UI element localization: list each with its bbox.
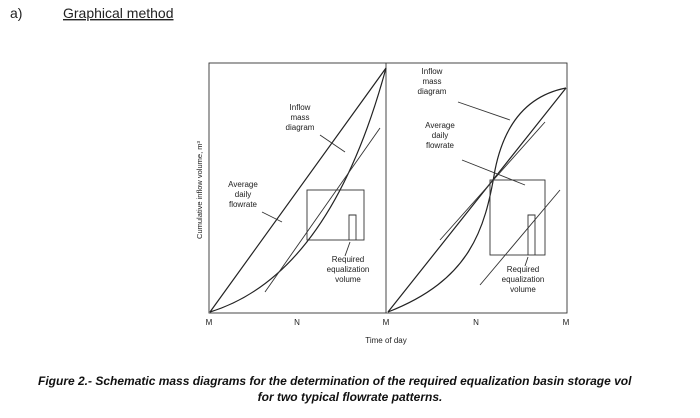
- x-tick-label: N: [294, 318, 300, 327]
- equalization-box: [489, 179, 546, 256]
- average-line: [209, 67, 387, 313]
- x-axis-label: Time of day: [365, 336, 407, 345]
- x-tick-label: M: [383, 318, 390, 327]
- tangent-line: [264, 127, 381, 293]
- annotation-line: Inflow: [422, 67, 443, 76]
- leader: [524, 256, 529, 267]
- average-line: [387, 87, 567, 313]
- leader: [344, 241, 351, 257]
- annotation-line: diagram: [286, 123, 315, 132]
- inflow-curve: [209, 67, 387, 313]
- heading-title: Graphical method: [63, 5, 174, 21]
- leader: [261, 211, 283, 223]
- caption-line: Figure 2.- Schematic mass diagrams for t…: [38, 374, 632, 388]
- volume-bracket: [348, 214, 357, 240]
- x-tick-label: N: [473, 318, 479, 327]
- annotation-line: Required: [507, 265, 539, 274]
- leader: [461, 159, 526, 186]
- x-tick-label: M: [206, 318, 213, 327]
- tangent-line: [479, 189, 561, 286]
- annotation-line: Average: [228, 180, 258, 189]
- annotation-line: Average: [425, 121, 455, 130]
- leader: [457, 101, 511, 121]
- annotation-line: flowrate: [426, 141, 455, 150]
- leader: [319, 134, 346, 153]
- annotation-line: Required: [332, 255, 364, 264]
- inflow-curve: [387, 87, 567, 313]
- annotation-line: mass: [422, 77, 441, 86]
- annotation-line: equalization: [502, 275, 545, 284]
- tangent-line: [439, 121, 546, 241]
- annotation-line: volume: [335, 275, 361, 284]
- volume-bracket: [527, 214, 536, 255]
- heading-marker: a): [10, 5, 22, 21]
- plot-frame: [208, 62, 568, 314]
- annotation-line: Inflow: [290, 103, 311, 112]
- annotation-line: flowrate: [229, 200, 258, 209]
- caption-line: for two typical flowrate patterns.: [257, 390, 443, 404]
- annotation-line: equalization: [327, 265, 370, 274]
- annotation-line: daily: [235, 190, 251, 199]
- annotation-line: mass: [290, 113, 309, 122]
- annotation-line: volume: [510, 285, 536, 294]
- x-tick-label: M: [563, 318, 570, 327]
- annotation-line: diagram: [418, 87, 447, 96]
- y-axis-label: Cumulative inflow volume, m³: [195, 141, 204, 239]
- annotation-line: daily: [432, 131, 448, 140]
- equalization-box: [306, 189, 365, 241]
